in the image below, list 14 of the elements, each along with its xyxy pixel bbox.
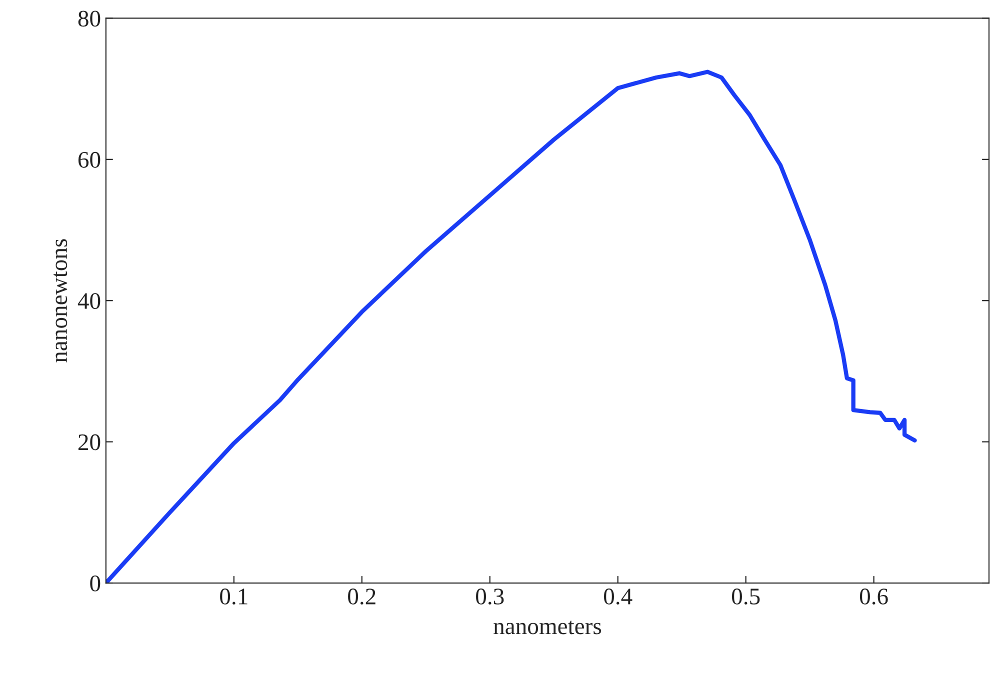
x-tick-label: 0.3	[476, 588, 504, 605]
x-tick-label: 0.5	[732, 588, 760, 605]
x-tick-label: 0.6	[860, 588, 888, 605]
x-tick-label: 0.1	[220, 588, 248, 605]
y-tick-label: 60	[78, 152, 100, 168]
y-tick-label: 40	[78, 293, 100, 310]
y-tick-label: 0	[90, 576, 100, 592]
y-tick-label: 80	[78, 10, 100, 27]
x-tick-label: 0.4	[604, 588, 632, 605]
x-axis-title: nanometers	[494, 620, 602, 634]
y-tick-label: 20	[78, 434, 100, 450]
line-series	[106, 70, 917, 584]
x-tick-label: 0.2	[348, 588, 376, 605]
y-axis-title: nanonewtons	[54, 239, 68, 362]
